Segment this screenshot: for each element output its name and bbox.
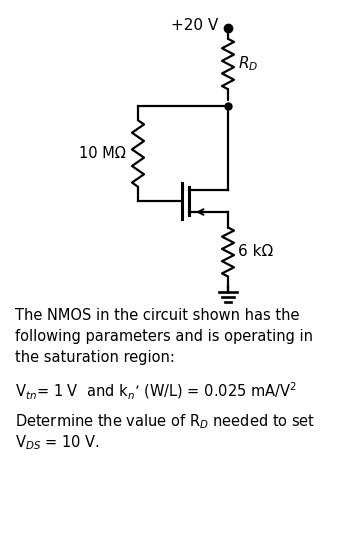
Text: the saturation region:: the saturation region: (15, 350, 175, 365)
Text: 6 kΩ: 6 kΩ (238, 244, 273, 259)
Text: Determine the value of R$_D$ needed to set: Determine the value of R$_D$ needed to s… (15, 412, 315, 431)
Text: 10 MΩ: 10 MΩ (79, 146, 126, 161)
Text: V$_{tn}$= 1 V  and k$_n$’ (W/L) = 0.025 mA/V$^2$: V$_{tn}$= 1 V and k$_n$’ (W/L) = 0.025 m… (15, 381, 297, 402)
Text: V$_{DS}$ = 10 V.: V$_{DS}$ = 10 V. (15, 433, 100, 452)
Text: $R_D$: $R_D$ (238, 55, 258, 73)
Text: following parameters and is operating in: following parameters and is operating in (15, 329, 313, 344)
Text: +20 V: +20 V (171, 18, 218, 32)
Text: The NMOS in the circuit shown has the: The NMOS in the circuit shown has the (15, 308, 300, 323)
